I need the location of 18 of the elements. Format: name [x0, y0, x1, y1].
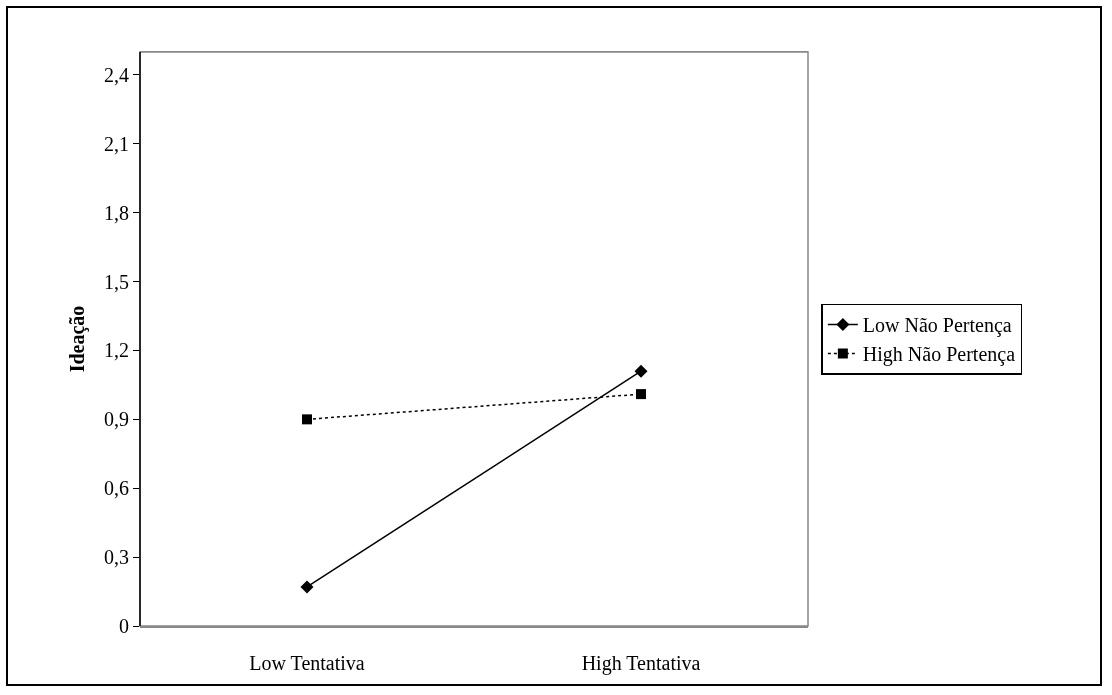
point	[634, 364, 648, 378]
y-tick-label: 0	[119, 615, 129, 637]
y-axis-title: Ideação	[65, 305, 89, 373]
y-tick-label: 2,4	[104, 63, 129, 86]
x-tick-label: High Tentativa	[581, 651, 701, 675]
y-tick-label: 2,1	[104, 132, 129, 155]
x-tick-label: Low Tentativa	[249, 651, 365, 674]
y-tick-label: 0,3	[104, 546, 129, 569]
point	[302, 414, 312, 425]
y-tick-label: 1,5	[104, 270, 129, 293]
y-tick-label: 1,8	[104, 201, 129, 224]
legend-label: High Não Pertença	[862, 343, 1016, 367]
legend-label: Low Não Pertença	[862, 314, 1012, 338]
y-tick-label: 0,6	[104, 477, 129, 500]
point	[300, 580, 314, 594]
y-tick-label: 0,9	[104, 408, 129, 431]
y-tick-label: 1,2	[104, 339, 129, 362]
point	[636, 389, 646, 400]
